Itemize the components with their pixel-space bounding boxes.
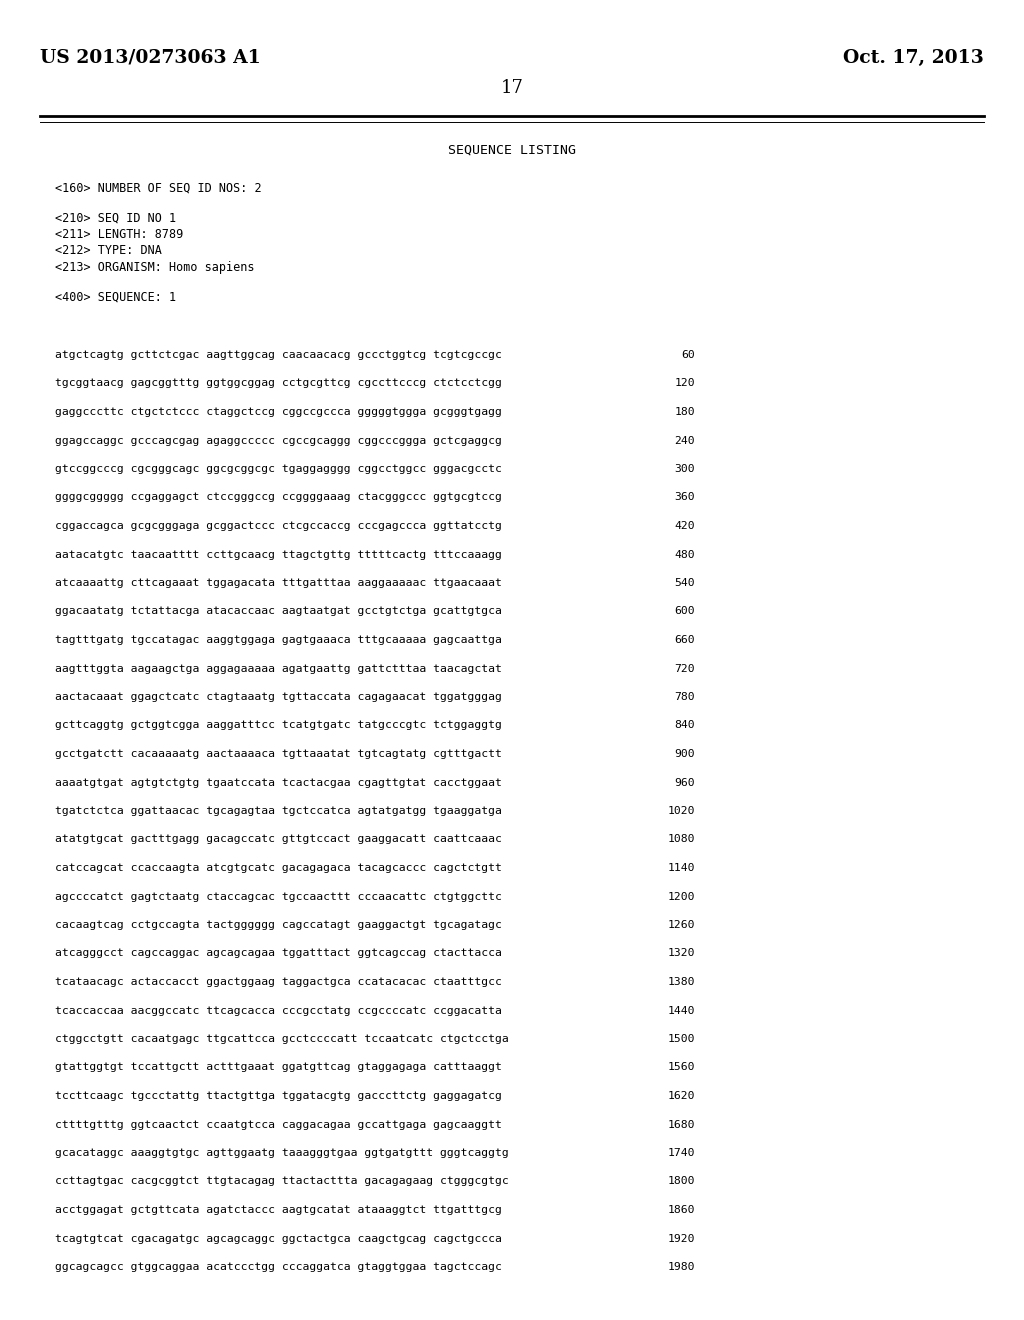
Text: tccttcaagc tgccctattg ttactgttga tggatacgtg gacccttctg gaggagatcg: tccttcaagc tgccctattg ttactgttga tggatac…: [55, 1092, 502, 1101]
Text: tcaccaccaa aacggccatc ttcagcacca cccgcctatg ccgccccatc ccggacatta: tcaccaccaa aacggccatc ttcagcacca cccgcct…: [55, 1006, 502, 1015]
Text: <211> LENGTH: 8789: <211> LENGTH: 8789: [55, 227, 183, 240]
Text: gcctgatctt cacaaaaatg aactaaaaca tgttaaatat tgtcagtatg cgtttgactt: gcctgatctt cacaaaaatg aactaaaaca tgttaaa…: [55, 748, 502, 759]
Text: 1500: 1500: [668, 1034, 695, 1044]
Text: 900: 900: [675, 748, 695, 759]
Text: 480: 480: [675, 549, 695, 560]
Text: 1920: 1920: [668, 1233, 695, 1243]
Text: SEQUENCE LISTING: SEQUENCE LISTING: [449, 144, 575, 157]
Text: tcataacagc actaccacct ggactggaag taggactgca ccatacacac ctaatttgcc: tcataacagc actaccacct ggactggaag taggact…: [55, 977, 502, 987]
Text: atatgtgcat gactttgagg gacagccatc gttgtccact gaaggacatt caattcaaac: atatgtgcat gactttgagg gacagccatc gttgtcc…: [55, 834, 502, 845]
Text: gcttcaggtg gctggtcgga aaggatttcc tcatgtgatc tatgcccgtc tctggaggtg: gcttcaggtg gctggtcgga aaggatttcc tcatgtg…: [55, 721, 502, 730]
Text: 720: 720: [675, 664, 695, 673]
Text: <212> TYPE: DNA: <212> TYPE: DNA: [55, 244, 162, 257]
Text: agccccatct gagtctaatg ctaccagcac tgccaacttt cccaacattc ctgtggcttc: agccccatct gagtctaatg ctaccagcac tgccaac…: [55, 891, 502, 902]
Text: 960: 960: [675, 777, 695, 788]
Text: atgctcagtg gcttctcgac aagttggcag caacaacacg gccctggtcg tcgtcgccgc: atgctcagtg gcttctcgac aagttggcag caacaac…: [55, 350, 502, 360]
Text: cacaagtcag cctgccagta tactgggggg cagccatagt gaaggactgt tgcagatagc: cacaagtcag cctgccagta tactgggggg cagccat…: [55, 920, 502, 931]
Text: 1680: 1680: [668, 1119, 695, 1130]
Text: 17: 17: [501, 79, 523, 96]
Text: tgcggtaacg gagcggtttg ggtggcggag cctgcgttcg cgccttcccg ctctcctcgg: tgcggtaacg gagcggtttg ggtggcggag cctgcgt…: [55, 379, 502, 388]
Text: tcagtgtcat cgacagatgc agcagcaggc ggctactgca caagctgcag cagctgccca: tcagtgtcat cgacagatgc agcagcaggc ggctact…: [55, 1233, 502, 1243]
Text: 1140: 1140: [668, 863, 695, 873]
Text: catccagcat ccaccaagta atcgtgcatc gacagagaca tacagcaccc cagctctgtt: catccagcat ccaccaagta atcgtgcatc gacagag…: [55, 863, 502, 873]
Text: aaaatgtgat agtgtctgtg tgaatccata tcactacgaa cgagttgtat cacctggaat: aaaatgtgat agtgtctgtg tgaatccata tcactac…: [55, 777, 502, 788]
Text: 1980: 1980: [668, 1262, 695, 1272]
Text: 60: 60: [681, 350, 695, 360]
Text: cggaccagca gcgcgggaga gcggactccc ctcgccaccg cccgagccca ggttatcctg: cggaccagca gcgcgggaga gcggactccc ctcgcca…: [55, 521, 502, 531]
Text: aactacaaat ggagctcatc ctagtaaatg tgttaccata cagagaacat tggatgggag: aactacaaat ggagctcatc ctagtaaatg tgttacc…: [55, 692, 502, 702]
Text: 240: 240: [675, 436, 695, 446]
Text: 540: 540: [675, 578, 695, 587]
Text: <160> NUMBER OF SEQ ID NOS: 2: <160> NUMBER OF SEQ ID NOS: 2: [55, 181, 261, 194]
Text: 1080: 1080: [668, 834, 695, 845]
Text: 660: 660: [675, 635, 695, 645]
Text: 1200: 1200: [668, 891, 695, 902]
Text: atcagggcct cagccaggac agcagcagaa tggatttact ggtcagccag ctacttacca: atcagggcct cagccaggac agcagcagaa tggattt…: [55, 949, 502, 958]
Text: 120: 120: [675, 379, 695, 388]
Text: gaggcccttc ctgctctccc ctaggctccg cggccgccca gggggtggga gcgggtgagg: gaggcccttc ctgctctccc ctaggctccg cggccgc…: [55, 407, 502, 417]
Text: 1740: 1740: [668, 1148, 695, 1158]
Text: <210> SEQ ID NO 1: <210> SEQ ID NO 1: [55, 211, 176, 224]
Text: 1560: 1560: [668, 1063, 695, 1072]
Text: tagtttgatg tgccatagac aaggtggaga gagtgaaaca tttgcaaaaa gagcaattga: tagtttgatg tgccatagac aaggtggaga gagtgaa…: [55, 635, 502, 645]
Text: 1620: 1620: [668, 1092, 695, 1101]
Text: tgatctctca ggattaacac tgcagagtaa tgctccatca agtatgatgg tgaaggatga: tgatctctca ggattaacac tgcagagtaa tgctcca…: [55, 807, 502, 816]
Text: 180: 180: [675, 407, 695, 417]
Text: <400> SEQUENCE: 1: <400> SEQUENCE: 1: [55, 290, 176, 304]
Text: cttttgtttg ggtcaactct ccaatgtcca caggacagaa gccattgaga gagcaaggtt: cttttgtttg ggtcaactct ccaatgtcca caggaca…: [55, 1119, 502, 1130]
Text: 1440: 1440: [668, 1006, 695, 1015]
Text: 1020: 1020: [668, 807, 695, 816]
Text: 840: 840: [675, 721, 695, 730]
Text: 1860: 1860: [668, 1205, 695, 1214]
Text: gcacataggc aaaggtgtgc agttggaatg taaagggtgaa ggtgatgttt gggtcaggtg: gcacataggc aaaggtgtgc agttggaatg taaaggg…: [55, 1148, 509, 1158]
Text: ctggcctgtt cacaatgagc ttgcattcca gcctccccatt tccaatcatc ctgctcctga: ctggcctgtt cacaatgagc ttgcattcca gcctccc…: [55, 1034, 509, 1044]
Text: US 2013/0273063 A1: US 2013/0273063 A1: [40, 49, 261, 67]
Text: 1260: 1260: [668, 920, 695, 931]
Text: 1380: 1380: [668, 977, 695, 987]
Text: aatacatgtc taacaatttt ccttgcaacg ttagctgttg tttttcactg tttccaaagg: aatacatgtc taacaatttt ccttgcaacg ttagctg…: [55, 549, 502, 560]
Text: 300: 300: [675, 465, 695, 474]
Text: 360: 360: [675, 492, 695, 503]
Text: 420: 420: [675, 521, 695, 531]
Text: ggacaatatg tctattacga atacaccaac aagtaatgat gcctgtctga gcattgtgca: ggacaatatg tctattacga atacaccaac aagtaat…: [55, 606, 502, 616]
Text: atcaaaattg cttcagaaat tggagacata tttgatttaa aaggaaaaac ttgaacaaat: atcaaaattg cttcagaaat tggagacata tttgatt…: [55, 578, 502, 587]
Text: 600: 600: [675, 606, 695, 616]
Text: <213> ORGANISM: Homo sapiens: <213> ORGANISM: Homo sapiens: [55, 261, 255, 273]
Text: Oct. 17, 2013: Oct. 17, 2013: [843, 49, 984, 67]
Text: ccttagtgac cacgcggtct ttgtacagag ttactacttta gacagagaag ctgggcgtgc: ccttagtgac cacgcggtct ttgtacagag ttactac…: [55, 1176, 509, 1187]
Text: ggagccaggc gcccagcgag agaggccccc cgccgcaggg cggcccggga gctcgaggcg: ggagccaggc gcccagcgag agaggccccc cgccgca…: [55, 436, 502, 446]
Text: gtccggcccg cgcgggcagc ggcgcggcgc tgaggagggg cggcctggcc gggacgcctc: gtccggcccg cgcgggcagc ggcgcggcgc tgaggag…: [55, 465, 502, 474]
Text: ggcagcagcc gtggcaggaa acatccctgg cccaggatca gtaggtggaa tagctccagc: ggcagcagcc gtggcaggaa acatccctgg cccagga…: [55, 1262, 502, 1272]
Text: ggggcggggg ccgaggagct ctccgggccg ccggggaaag ctacgggccc ggtgcgtccg: ggggcggggg ccgaggagct ctccgggccg ccgggga…: [55, 492, 502, 503]
Text: aagtttggta aagaagctga aggagaaaaa agatgaattg gattctttaa taacagctat: aagtttggta aagaagctga aggagaaaaa agatgaa…: [55, 664, 502, 673]
Text: 780: 780: [675, 692, 695, 702]
Text: acctggagat gctgttcata agatctaccc aagtgcatat ataaaggtct ttgatttgcg: acctggagat gctgttcata agatctaccc aagtgca…: [55, 1205, 502, 1214]
Text: 1320: 1320: [668, 949, 695, 958]
Text: gtattggtgt tccattgctt actttgaaat ggatgttcag gtaggagaga catttaaggt: gtattggtgt tccattgctt actttgaaat ggatgtt…: [55, 1063, 502, 1072]
Text: 1800: 1800: [668, 1176, 695, 1187]
